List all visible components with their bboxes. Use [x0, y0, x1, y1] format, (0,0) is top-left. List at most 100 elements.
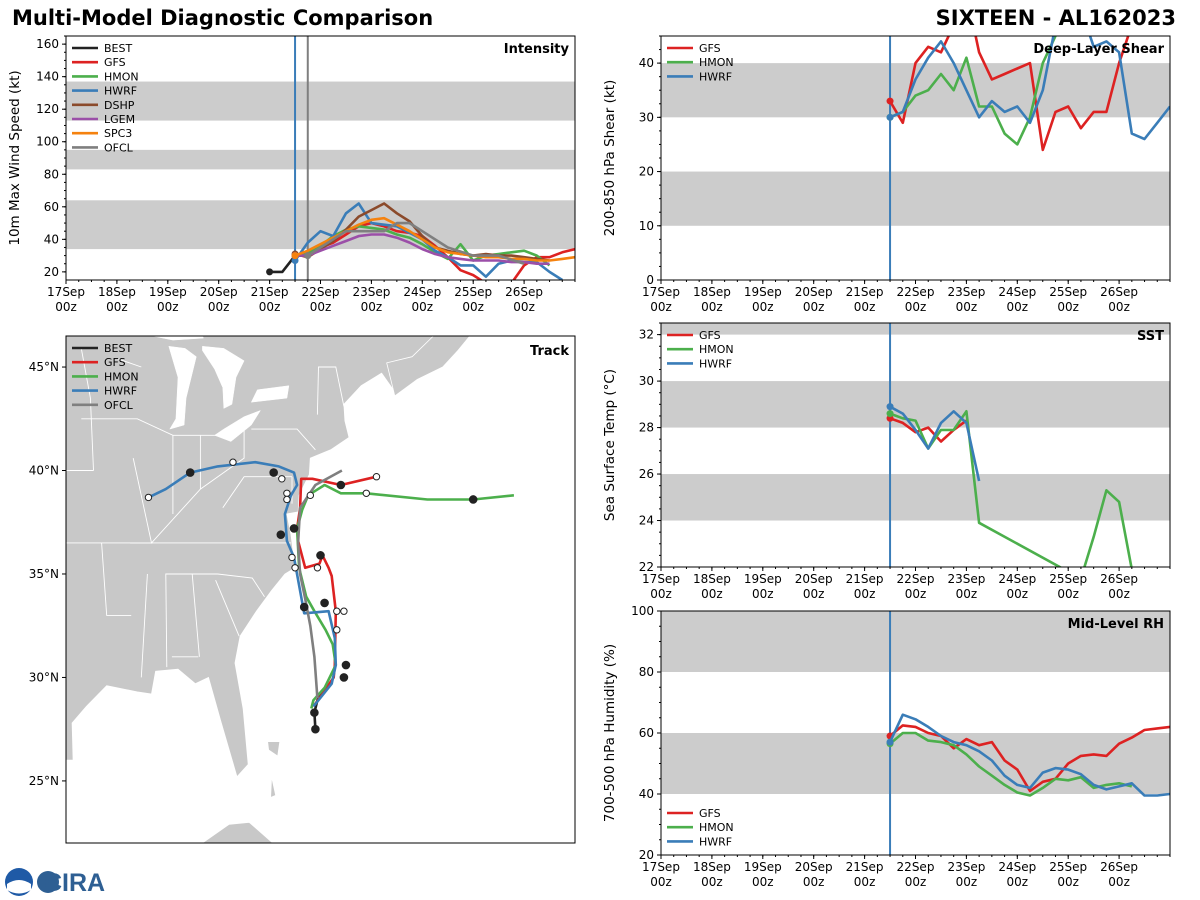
rh-ylabel: 700-500 hPa Humidity (%) — [602, 644, 618, 822]
rh-ytick-label: 80 — [639, 665, 654, 679]
sst-legend-label-hmon: HMON — [699, 343, 734, 356]
intensity-xtick-label-hour: 00z — [259, 300, 281, 314]
sst-plot-area — [661, 323, 1170, 567]
border-line — [165, 573, 265, 668]
shear-ytick-label: 10 — [639, 219, 654, 233]
rh-xtick-label-day: 26Sep — [1100, 860, 1138, 874]
sst-xtick-label-hour: 00z — [1108, 587, 1130, 601]
shear-xtick-label-hour: 00z — [650, 300, 672, 314]
sst-xtick-label-hour: 00z — [650, 587, 672, 601]
cira-globe-icon — [37, 871, 59, 893]
sst-xtick-label-hour: 00z — [854, 587, 876, 601]
sst-panel: 22242628303217Sep00z18Sep00z19Sep00z20Se… — [602, 322, 1171, 601]
track-marker-best — [310, 708, 319, 717]
sst-xtick-label-day: 20Sep — [795, 572, 833, 586]
intensity-legend-label-best: BEST — [104, 42, 132, 55]
intensity-legend-label-hmon: HMON — [104, 70, 139, 83]
track-marker-hmon — [339, 673, 349, 682]
rh-band — [661, 611, 1170, 672]
rh-xtick-label-day: 21Sep — [846, 860, 884, 874]
land-north-america — [66, 336, 454, 778]
sst-xtick-label-hour: 00z — [1007, 587, 1029, 601]
lake-superior — [151, 336, 204, 341]
intensity-xtick-label-hour: 00z — [55, 300, 77, 314]
shear-xtick-label-hour: 00z — [854, 300, 876, 314]
sst-title: SST — [1137, 329, 1164, 344]
intensity-legend-label-hwrf: HWRF — [104, 85, 137, 98]
intensity-ytick-label: 80 — [44, 167, 59, 181]
intensity-xtick-label-hour: 00z — [157, 300, 179, 314]
shear-xtick-label-day: 24Sep — [998, 285, 1036, 299]
shear-xtick-label-hour: 00z — [1108, 300, 1130, 314]
intensity-xtick-label-hour: 00z — [513, 300, 535, 314]
intensity-xtick-label-hour: 00z — [361, 300, 383, 314]
intensity-xtick-label-hour: 00z — [412, 300, 434, 314]
intensity-ytick-label: 100 — [36, 135, 59, 149]
track-lat-label: 40°N — [29, 464, 59, 478]
rh-ytick-label: 60 — [639, 726, 654, 740]
shear-ytick-label: 20 — [639, 165, 654, 179]
sst-xtick-label-day: 23Sep — [947, 572, 985, 586]
track-marker-hwrf — [276, 530, 286, 539]
rh-xtick-label-hour: 00z — [701, 875, 723, 889]
lake-michigan — [168, 346, 197, 430]
shear-series-gfs — [888, 36, 1130, 152]
track-marker-hwrf — [333, 607, 341, 615]
intensity-legend-label-ofcl: OFCL — [104, 141, 134, 154]
rh-init-point-hwrf — [886, 738, 894, 746]
intensity-init-point-hwrf — [291, 256, 299, 264]
rh-xtick-label-hour: 00z — [650, 875, 672, 889]
track-marker-hmon — [333, 626, 341, 634]
sst-legend-label-gfs: GFS — [699, 329, 721, 342]
track-marker-hmon — [362, 489, 371, 497]
sst-init-point-hmon — [886, 410, 894, 418]
track-legend-label-ofcl: OFCL — [104, 399, 134, 412]
intensity-init-point-spc3 — [291, 252, 299, 260]
track-marker-best — [311, 724, 320, 734]
border-line — [191, 573, 200, 657]
intensity-xtick-label-day: 22Sep — [302, 285, 340, 299]
track-lat-label: 30°N — [29, 670, 59, 684]
lake-huron — [202, 346, 245, 409]
sst-xtick-label-day: 19Sep — [744, 572, 782, 586]
rh-legend-label-hwrf: HWRF — [699, 835, 732, 848]
track-marker-gfs — [291, 564, 299, 572]
rh-legend-label-gfs: GFS — [699, 807, 721, 820]
rh-xtick-label-hour: 00z — [1108, 875, 1130, 889]
shear-ylabel: 200-850 hPa Shear (kt) — [602, 80, 618, 237]
sst-ytick-label: 32 — [639, 328, 654, 342]
shear-init-point-hwrf — [886, 113, 894, 121]
intensity-xtick-label-day: 18Sep — [98, 285, 136, 299]
shear-xtick-label-day: 19Sep — [744, 285, 782, 299]
land-nova-scotia — [386, 336, 471, 397]
shear-init-point-gfs — [886, 97, 894, 105]
track-title: Track — [530, 344, 569, 359]
rh-ytick-label: 20 — [639, 848, 654, 862]
sst-xtick-label-day: 25Sep — [1049, 572, 1087, 586]
lake-erie — [214, 410, 262, 442]
intensity-xtick-label-hour: 00z — [310, 300, 332, 314]
intensity-ytick-label: 160 — [36, 37, 59, 51]
shear-legend-label-gfs: GFS — [699, 42, 721, 55]
track-lat-label: 45°N — [29, 360, 59, 374]
shear-xtick-label-day: 22Sep — [897, 285, 935, 299]
track-map-area — [66, 336, 575, 843]
rh-xtick-label-day: 22Sep — [897, 860, 935, 874]
rh-series-gfs — [889, 724, 1170, 793]
intensity-band — [66, 149, 575, 170]
track-marker-hwrf — [299, 602, 309, 612]
shear-band — [661, 171, 1170, 226]
sst-xtick-label-hour: 00z — [701, 587, 723, 601]
shear-xtick-label-day: 25Sep — [1049, 285, 1087, 299]
border-line — [117, 358, 142, 368]
shear-ytick-label: 40 — [639, 56, 654, 70]
sst-legend-label-hwrf: HWRF — [699, 357, 732, 370]
sst-band — [661, 323, 1170, 335]
sst-xtick-label-hour: 00z — [803, 587, 825, 601]
rh-panel: 2040608010017Sep00z18Sep00z19Sep00z20Sep… — [602, 604, 1171, 889]
track-marker-hwrf — [269, 468, 278, 477]
intensity-xtick-label-day: 23Sep — [352, 285, 390, 299]
intensity-ytick-label: 20 — [44, 265, 59, 279]
cira-logo-text: CIRA — [44, 869, 105, 897]
